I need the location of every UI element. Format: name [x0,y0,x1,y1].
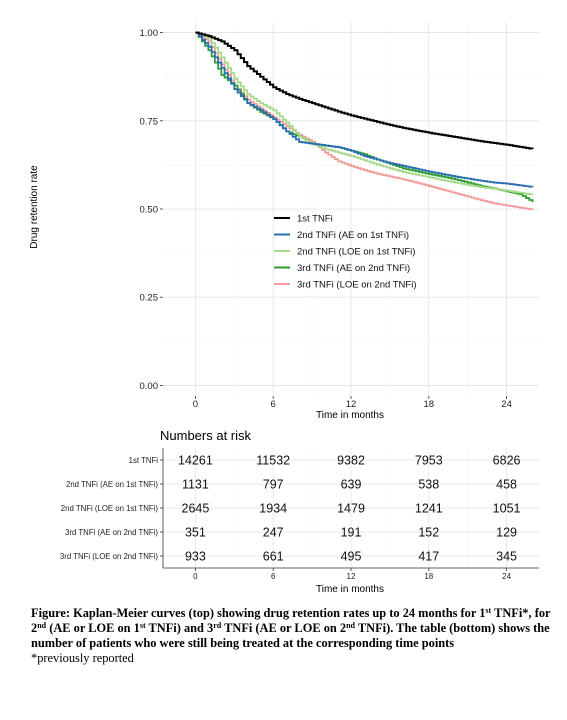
legend-label: 2nd TNFi (AE on 1st TNFi) [297,230,409,241]
caption-sup: st [485,606,492,615]
legend-label: 3rd TNFi (LOE on 2nd TNFi) [297,280,417,291]
risk-cell: 345 [496,550,517,564]
y-tick-label: 0.50 [140,205,159,216]
y-tick-label: 0.25 [140,293,159,304]
risk-row-label: 3rd TNFi (AE on 2nd TNFi) [65,528,158,537]
chart-figure: 0.00 0.25 0.50 0.75 1.00 0 6 12 18 24 Time in mo… [29,22,539,595]
risk-cell: 351 [185,526,206,540]
caption-part: TNFi (AE or LOE on 2 [221,621,347,635]
caption-sup: nd [346,621,355,630]
risk-rows: 1st TNFi 14261 11532 9382 7953 6826 2nd TNFi (… [60,454,521,564]
caption-part: TNFi*, for 2 [31,606,551,635]
x-tick-label: 12 [346,399,357,410]
risk-cell: 11532 [256,454,290,468]
legend-label: 3rd TNFi (AE on 2nd TNFi) [297,263,410,274]
curves [195,31,534,211]
series-line [195,31,534,211]
risk-table-title: Numbers at risk [160,428,252,443]
risk-x-axis-ticks: 0 6 12 18 24 [193,568,512,581]
risk-cell: 247 [263,526,284,540]
x-tick-label: 24 [501,399,512,410]
risk-cell: 495 [341,550,362,564]
risk-cell: 191 [341,526,362,540]
risk-cell: 6826 [493,454,521,468]
risk-cell: 639 [341,478,362,492]
y-tick-label: 0.00 [140,381,159,392]
x-tick-label: 12 [347,572,356,581]
caption-part: TNFi) and 3 [145,621,214,635]
risk-x-axis-label: Time in months [316,584,384,595]
series-line [195,31,534,196]
y-tick-label: 1.00 [140,28,159,39]
series-line [195,31,534,188]
risk-cell: 1479 [337,502,365,516]
x-tick-label: 6 [271,572,276,581]
x-axis-ticks: 0 6 12 18 24 [193,396,512,410]
legend-label: 1st TNFi [297,214,333,225]
risk-row-label: 3rd TNFi (LOE on 2nd TNFi) [60,552,158,561]
risk-row-label: 2nd TNFi (AE on 1st TNFi) [66,480,158,489]
risk-cell: 9382 [337,454,365,468]
series-line [195,31,534,150]
y-axis-label: Drug retention rate [29,165,40,249]
risk-cell: 7953 [415,454,443,468]
legend: 1st TNFi 2nd TNFi (AE on 1st TNFi) 2nd TNF… [274,214,417,291]
y-tick-label: 0.75 [140,116,159,127]
risk-cell: 661 [263,550,284,564]
risk-cell: 417 [418,550,439,564]
km-plot: 0.00 0.25 0.50 0.75 1.00 0 6 12 18 24 Time in mo… [29,22,539,421]
risk-cell: 538 [418,478,439,492]
x-tick-label: 6 [271,399,276,410]
x-axis-label: Time in months [316,410,384,421]
risk-cell: 797 [263,478,284,492]
caption-footnote: *previously reported [31,651,134,665]
legend-label: 2nd TNFi (LOE on 1st TNFi) [297,247,415,258]
risk-cell: 458 [496,478,517,492]
risk-row-label: 1st TNFi [129,456,159,465]
risk-cell: 1051 [493,502,521,516]
x-tick-label: 0 [193,572,198,581]
y-axis-ticks: 0.00 0.25 0.50 0.75 1.00 [140,28,163,392]
risk-row-label: 2nd TNFi (LOE on 1st TNFi) [61,504,159,513]
risk-cell: 1131 [182,478,209,492]
risk-cell: 933 [185,550,206,564]
caption-part: Figure: Kaplan-Meier curves (top) showin… [31,606,486,620]
x-tick-label: 18 [424,572,433,581]
x-tick-label: 24 [502,572,511,581]
risk-cell: 129 [496,526,517,540]
caption-sup: st [139,621,146,630]
caption-part: (AE or LOE on 1 [46,621,140,635]
caption-sup: rd [213,621,222,630]
risk-cell: 152 [418,526,439,540]
x-tick-label: 18 [424,399,435,410]
risk-cell: 1934 [259,502,287,516]
risk-cell: 14261 [178,454,213,468]
x-tick-label: 0 [193,399,198,410]
caption-sup: nd [37,621,47,630]
risk-cell: 2645 [182,502,210,516]
caption-part: TNFi). The table (bottom) shows the numb… [31,621,550,650]
risk-cell: 1241 [415,502,443,516]
risk-table: Numbers at risk 1st TNFi 14261 11532 9382 79… [60,428,539,595]
caption-text: Figure: Kaplan-Meier curves (top) showin… [31,606,550,650]
figure-caption: Figure: Kaplan-Meier curves (top) showin… [31,606,557,666]
